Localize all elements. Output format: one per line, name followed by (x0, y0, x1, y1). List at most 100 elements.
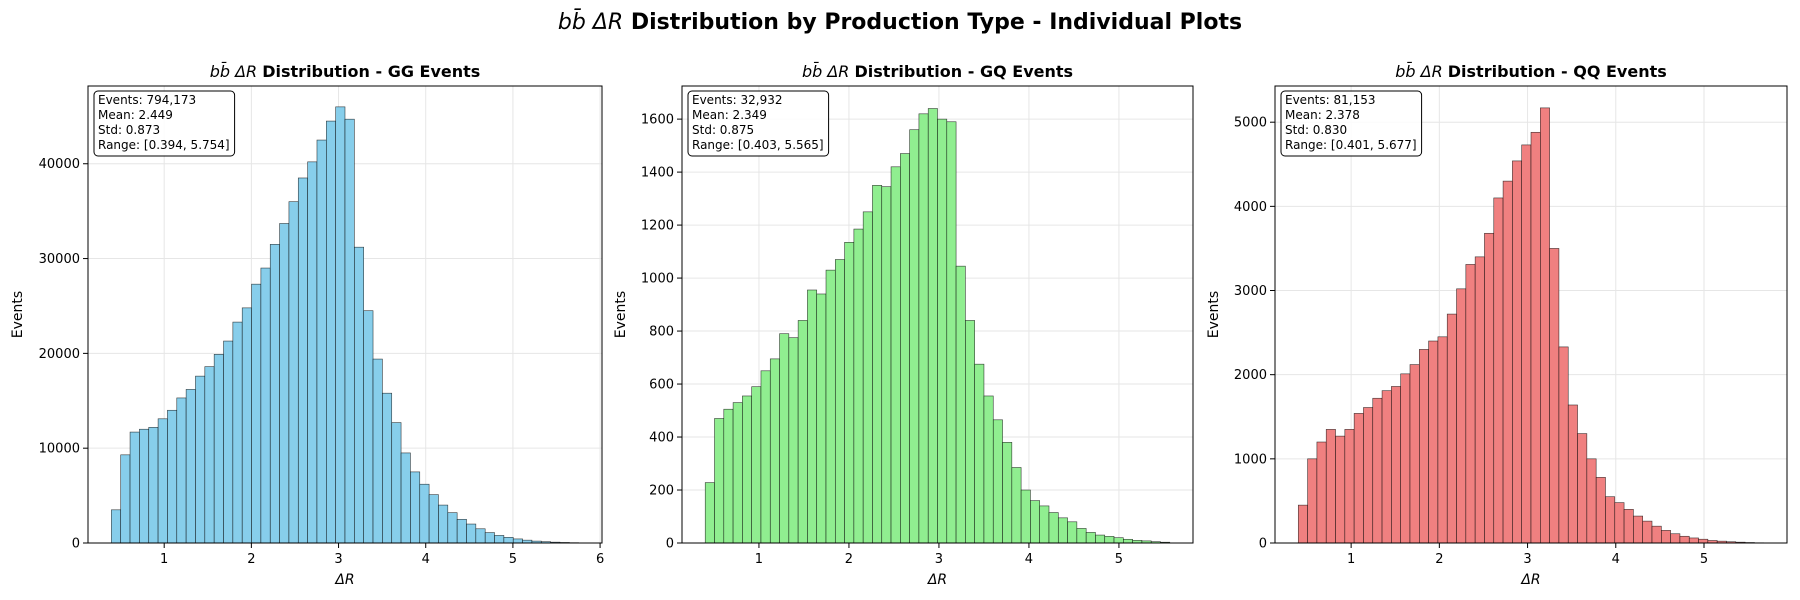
histogram-bar (1418, 349, 1429, 544)
histogram-bar (1651, 525, 1662, 544)
histogram-bar (1011, 467, 1022, 544)
histogram-bar (1409, 364, 1420, 544)
histogram-bar (241, 307, 252, 544)
histogram-bar (1456, 288, 1467, 544)
histogram-bar (111, 509, 122, 544)
histogram-bar (1688, 537, 1699, 544)
histogram-bar (1325, 429, 1336, 544)
histogram-bar (788, 337, 799, 544)
histogram-bar (751, 386, 762, 544)
histogram-bar (1316, 441, 1327, 544)
y-tick-label: 200 (649, 484, 674, 499)
histogram-bar (872, 185, 883, 544)
histogram-bar (1428, 340, 1439, 544)
axes-frame (681, 85, 1194, 544)
histogram-bar (1391, 386, 1401, 544)
y-tick-label: 0 (666, 537, 674, 552)
histogram-bar (834, 259, 845, 544)
y-tick-label: 3000 (1234, 284, 1267, 299)
x-tick-label: 4 (1612, 552, 1620, 567)
histogram-bar (232, 321, 243, 544)
histogram-bar (1558, 346, 1569, 544)
stats-line: Events: 794,173 (98, 93, 196, 107)
panel-2: 1 2 3 4 5 0 200 400 600 800 1000 1200 1400 1600 ΔR Even… (613, 62, 1194, 588)
y-tick-label: 30000 (39, 252, 80, 267)
histogram-bar (1633, 515, 1644, 544)
histogram-bar (742, 395, 752, 544)
panel-title-math: bb̄ ΔR (210, 62, 263, 81)
histogram-bar (400, 452, 411, 544)
histogram-bar (316, 139, 327, 544)
stats-line: Range: [0.394, 5.754] (98, 138, 230, 152)
x-tick-label: 5 (1700, 552, 1708, 567)
histogram-bar (1297, 504, 1308, 544)
histogram-bar (503, 537, 514, 544)
histogram-bar (853, 228, 864, 544)
histogram-bar (1567, 404, 1578, 544)
histogram-bar (1020, 489, 1031, 544)
y-axis-label: Events (1206, 291, 1222, 338)
histogram-bar (185, 389, 196, 544)
y-tick-label: 400 (649, 431, 674, 446)
histogram-bar (723, 408, 734, 544)
histogram-bar (1307, 458, 1318, 544)
histogram-bar (382, 392, 393, 544)
y-tick-label: 600 (649, 378, 674, 393)
panel-title-text: Distribution - QQ Events (1448, 62, 1667, 81)
histogram-bar (428, 494, 439, 544)
stats-line: Range: [0.403, 5.565] (692, 138, 824, 152)
y-tick-label: 1000 (641, 272, 674, 287)
histogram-bar (937, 118, 948, 544)
y-tick-label: 2000 (1234, 368, 1267, 383)
histogram-bar (475, 528, 486, 544)
histogram-bar (779, 333, 790, 544)
histogram-bar (825, 269, 836, 544)
histogram-bar (760, 370, 771, 544)
histogram-bar (797, 320, 808, 544)
histogram-bar (1344, 429, 1355, 544)
histogram-bar (120, 454, 131, 544)
histogram-bar (807, 289, 818, 544)
histogram-bar (909, 129, 920, 544)
histogram-bar (1113, 537, 1124, 544)
histogram-bar (372, 358, 383, 544)
x-tick-label: 4 (1025, 552, 1033, 567)
x-tick-label: 5 (1115, 552, 1123, 567)
x-tick-label: 2 (247, 552, 255, 567)
stats-line: Mean: 2.378 (1285, 108, 1360, 122)
histogram-bar (890, 166, 901, 544)
histogram-bar (297, 177, 308, 544)
histogram-bar (1670, 533, 1681, 544)
histogram-bar (260, 267, 271, 544)
histogram-bar (900, 153, 910, 544)
panel-title: bb̄ ΔR Distribution - QQ Events (1395, 62, 1667, 81)
x-tick-label: 1 (755, 552, 763, 567)
histogram-bar (1521, 144, 1532, 544)
stats-line: Mean: 2.449 (98, 108, 173, 122)
y-tick-label: 1600 (641, 113, 674, 128)
histogram-bar (1679, 535, 1690, 544)
histogram-bar (419, 483, 430, 544)
histogram-bar (1484, 232, 1495, 544)
histogram-bar (354, 246, 364, 544)
histogram-bar (307, 161, 318, 544)
x-tick-label: 1 (160, 552, 168, 567)
histogram-bar (918, 113, 929, 544)
histogram-bar (1595, 477, 1606, 544)
x-tick-label: 3 (1523, 552, 1531, 567)
histogram-bar (1057, 517, 1068, 544)
histogram-bar (1085, 532, 1096, 544)
histogram-bar (326, 120, 336, 544)
histogram-bar (1048, 512, 1059, 544)
histogram-bar (1530, 131, 1541, 544)
panel-title-math: bb̄ ΔR (1395, 62, 1448, 81)
histogram-bar (1623, 509, 1634, 544)
histogram-bar (983, 395, 994, 544)
stats-line: Events: 32,932 (692, 93, 782, 107)
histogram-bar (1353, 413, 1364, 544)
histogram-bar (1465, 264, 1476, 544)
x-axis-label: ΔR (927, 572, 947, 588)
histogram-bar (213, 354, 224, 544)
histogram-bar (1661, 530, 1671, 544)
histogram-bar (1549, 248, 1560, 544)
